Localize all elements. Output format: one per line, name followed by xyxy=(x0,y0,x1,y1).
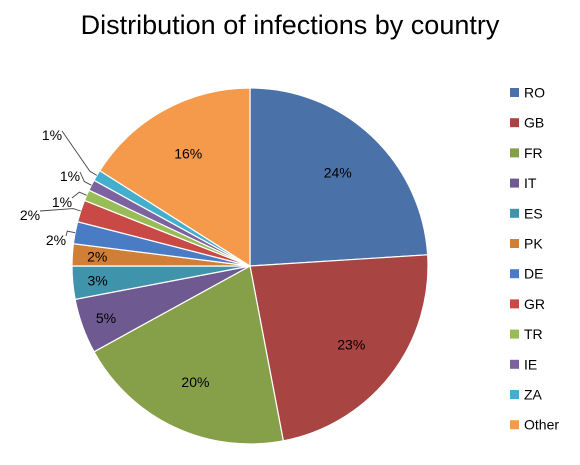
pie-slices xyxy=(71,87,429,445)
pie-slice-gb xyxy=(249,254,429,442)
legend-label-ie: IE xyxy=(524,356,537,372)
legend-label-ro: RO xyxy=(524,85,545,101)
legend-label-it: IT xyxy=(524,175,537,191)
slice-label-pk: 2% xyxy=(87,248,107,264)
legend-label-fr: FR xyxy=(524,145,543,161)
leader-line-gr xyxy=(39,208,81,212)
slice-label-za: 1% xyxy=(42,127,62,143)
slice-label-gb: 23% xyxy=(337,337,365,353)
slice-label-other: 16% xyxy=(174,146,202,162)
legend-swatch-ie xyxy=(510,359,519,369)
leader-line-de xyxy=(65,230,76,237)
legend-label-tr: TR xyxy=(524,326,543,342)
pie-slice-other xyxy=(98,87,251,268)
legend-swatch-tr xyxy=(510,329,519,339)
slice-label-ie: 1% xyxy=(60,168,80,184)
legend-label-gr: GR xyxy=(524,296,545,312)
legend-swatch-es xyxy=(510,208,519,218)
legend-label-pk: PK xyxy=(524,236,543,252)
legend-swatch-gb xyxy=(510,118,519,128)
leader-line-ie xyxy=(79,171,92,186)
legend-swatch-it xyxy=(510,178,519,188)
legend-swatch-de xyxy=(510,269,519,279)
legend-swatch-fr xyxy=(510,148,519,158)
legend-swatch-ro xyxy=(510,88,519,97)
chart-title: Distribution of infections by country xyxy=(81,10,500,40)
legend-label-gb: GB xyxy=(524,115,544,131)
leader-line-za xyxy=(61,130,98,176)
legend-swatch-za xyxy=(510,390,519,399)
slice-label-tr: 1% xyxy=(52,194,72,210)
legend-label-za: ZA xyxy=(524,387,543,403)
legend-swatch-pk xyxy=(510,239,519,248)
slice-label-it: 5% xyxy=(96,310,116,326)
leader-lines xyxy=(39,130,98,237)
legend-label-other: Other xyxy=(524,417,559,433)
pie-slice-ro xyxy=(249,87,429,267)
legend-swatch-other xyxy=(510,420,519,430)
slice-label-fr: 20% xyxy=(181,374,209,390)
slice-label-es: 3% xyxy=(87,272,107,288)
leader-line-tr xyxy=(71,191,87,199)
legend-label-de: DE xyxy=(524,266,543,282)
slice-label-gr: 2% xyxy=(20,207,40,223)
legend-swatch-gr xyxy=(510,299,519,309)
legend: RO GB FR IT ES PK DE GR TR IE ZA Other xyxy=(510,85,559,433)
legend-label-es: ES xyxy=(524,205,543,221)
slice-labels: 24% 23% 20% 5% 3% 2% 2% 2% 1% 1% 1% 16% xyxy=(20,127,365,390)
slice-label-de: 2% xyxy=(46,232,66,248)
pie-slice-fr xyxy=(93,265,285,445)
slice-label-ro: 24% xyxy=(324,165,352,181)
